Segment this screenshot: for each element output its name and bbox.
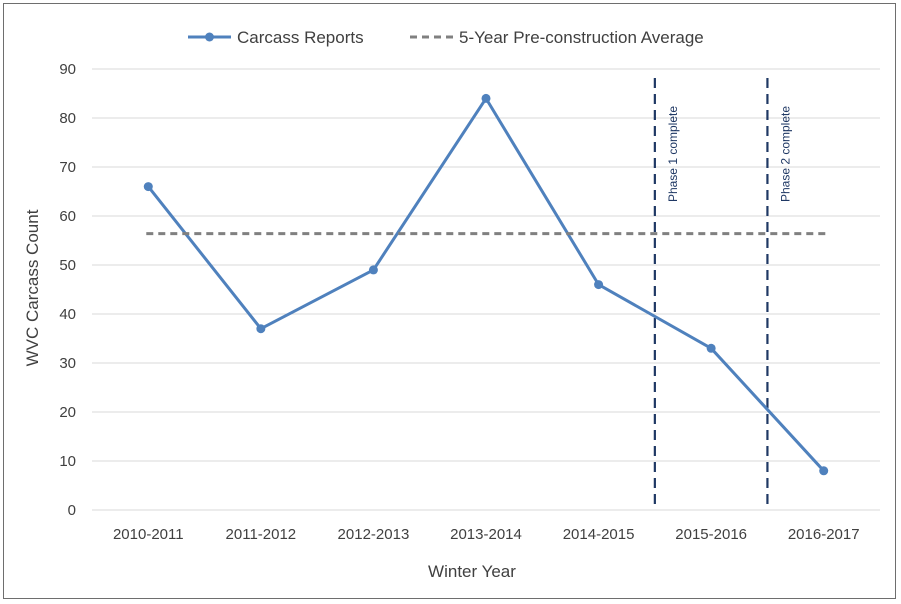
y-tick-label: 50: [59, 257, 76, 274]
legend-label-average: 5-Year Pre-construction Average: [459, 28, 704, 47]
x-tick-label: 2013-2014: [450, 526, 522, 543]
y-tick-label: 30: [59, 355, 76, 372]
y-tick-label: 10: [59, 453, 76, 470]
y-tick-label: 80: [59, 110, 76, 127]
data-point: [256, 324, 266, 334]
y-tick-label: 60: [59, 208, 76, 225]
y-tick-label: 20: [59, 404, 76, 421]
y-tick-label: 0: [68, 502, 76, 519]
series-layer: [143, 93, 829, 476]
phase-annotations: Phase 1 complete Phase 2 complete: [653, 78, 792, 510]
x-axis-title: Winter Year: [428, 562, 516, 581]
x-tick-label: 2012-2013: [338, 526, 410, 543]
data-point: [368, 265, 378, 275]
data-point: [143, 182, 153, 192]
x-tick-label: 2016-2017: [788, 526, 860, 543]
x-tick-label: 2015-2016: [675, 526, 747, 543]
x-tick-labels: 2010-2011 2011-2012 2012-2013 2013-2014 2014…: [113, 526, 860, 543]
y-tick-label: 70: [59, 159, 76, 176]
legend: Carcass Reports 5-Year Pre-construction A…: [188, 28, 704, 47]
x-tick-label: 2011-2012: [226, 526, 297, 543]
x-tick-label: 2010-2011: [113, 526, 184, 543]
y-tick-label: 40: [59, 306, 76, 323]
gridlines: [92, 68, 880, 511]
phase-marker-label: Phase 2 complete: [778, 106, 792, 202]
y-tick-labels: 0 10 20 30 40 50 60 70 80 90: [59, 61, 76, 519]
data-point: [481, 93, 491, 103]
legend-marker-carcass: [205, 32, 214, 42]
x-tick-label: 2014-2015: [563, 526, 635, 543]
y-axis-title: WVC Carcass Count: [23, 209, 42, 366]
data-point: [706, 343, 716, 353]
phase-marker-label: Phase 1 complete: [666, 106, 680, 202]
data-point: [819, 466, 829, 476]
data-point: [594, 280, 604, 290]
y-tick-label: 90: [59, 61, 76, 78]
chart-frame: [3, 3, 896, 599]
legend-label-carcass: Carcass Reports: [237, 28, 364, 47]
carcass-reports-line: [147, 96, 825, 472]
